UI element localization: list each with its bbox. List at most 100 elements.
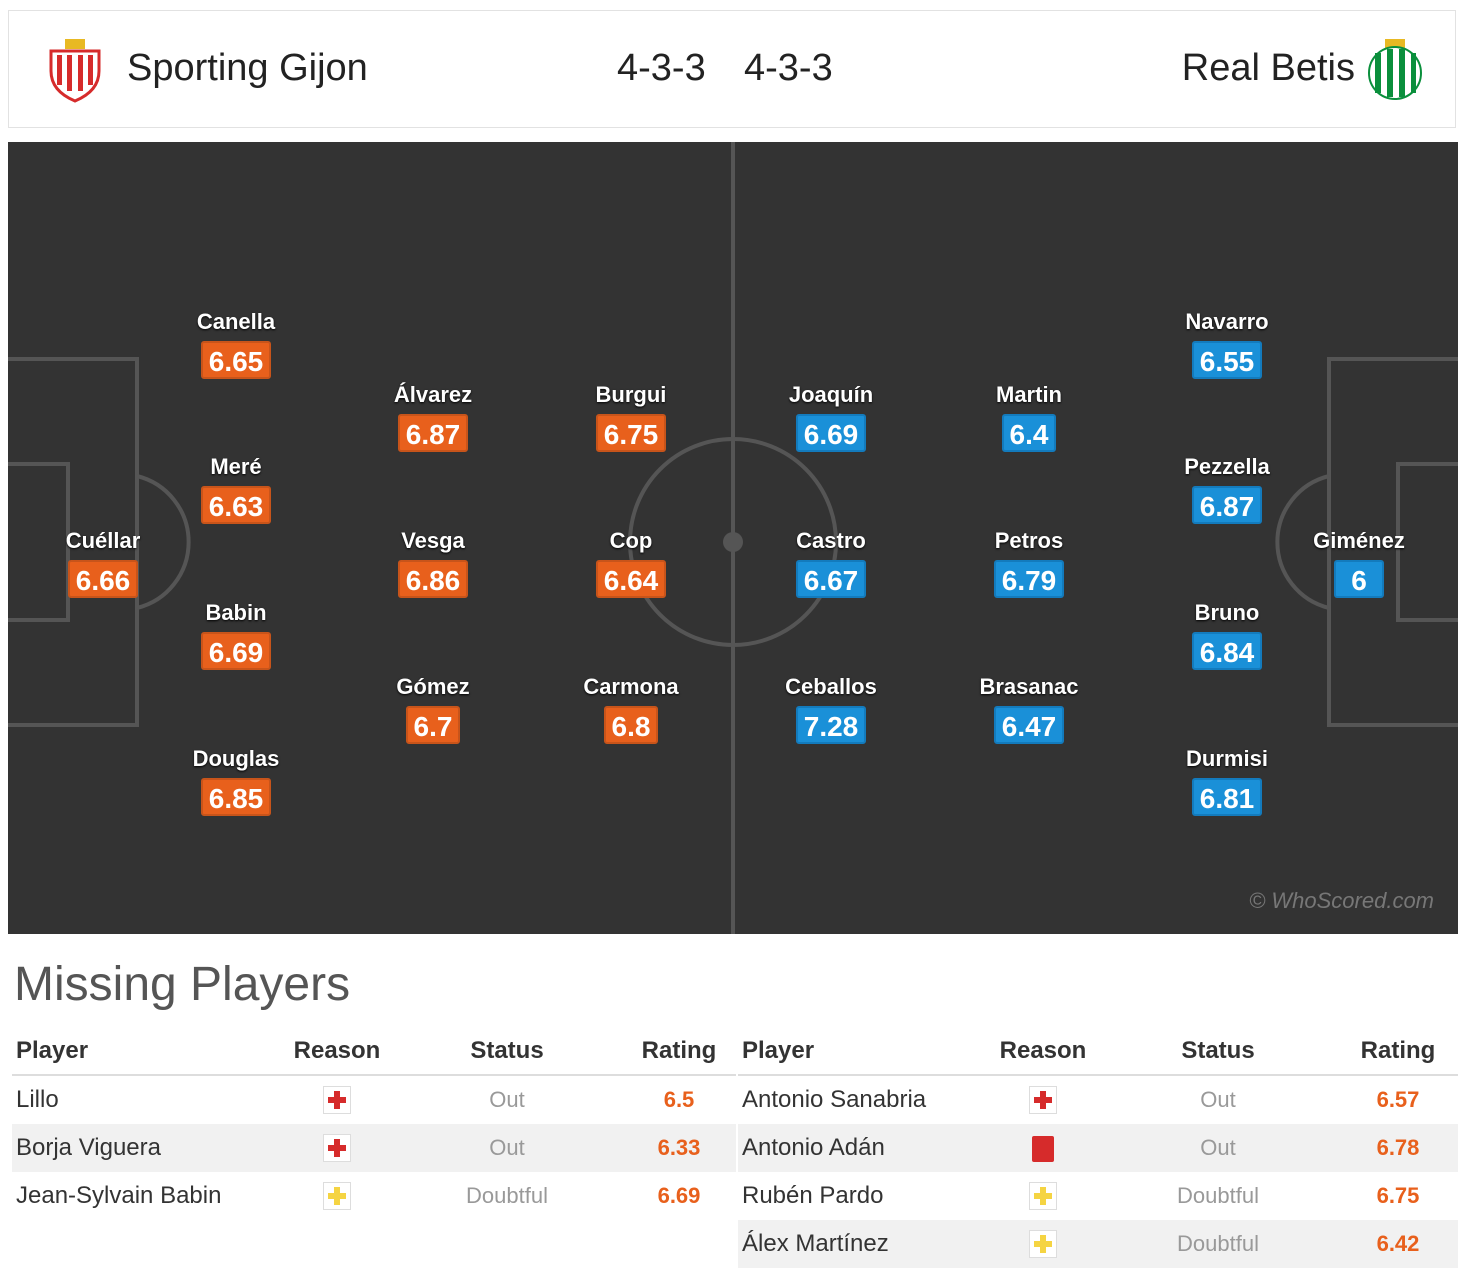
player-name: Babin	[205, 600, 267, 625]
home-team-name[interactable]: Sporting Gijon	[127, 47, 368, 89]
player-name: Carmona	[583, 674, 679, 699]
table-row: Rubén Pardo Doubtful 6.75	[738, 1172, 1458, 1220]
player-rating: 6.69	[200, 632, 272, 670]
player-name: Joaquín	[788, 382, 874, 407]
missing-player-name[interactable]: Antonio Adán	[738, 1124, 988, 1172]
player-rating: 6.65	[200, 341, 272, 379]
player-rating: 6.75	[595, 414, 667, 452]
player-rating: 6.64	[595, 560, 667, 598]
home-player[interactable]: Douglas 6.85	[161, 746, 311, 816]
player-rating: 6.79	[993, 560, 1065, 598]
player-rating: 6.63	[200, 486, 272, 524]
missing-status: Doubtful	[1177, 1183, 1259, 1208]
missing-rating: 6.69	[657, 1183, 701, 1208]
away-player[interactable]: Pezzella 6.87	[1152, 454, 1302, 524]
player-name: Douglas	[192, 746, 280, 771]
table-row: Antonio Sanabria Out 6.57	[738, 1075, 1458, 1124]
home-player[interactable]: Babin 6.69	[161, 600, 311, 670]
missing-player-name[interactable]: Antonio Sanabria	[742, 1086, 927, 1113]
missing-rating: 6.5	[663, 1087, 695, 1112]
injury-icon	[323, 1134, 351, 1163]
match-header: Sporting Gijon 4-3-3 4-3-3 Real Betis	[8, 10, 1456, 128]
watermark: © WhoScored.com	[1249, 888, 1434, 913]
home-player[interactable]: Gómez 6.7	[358, 674, 508, 744]
away-player[interactable]: Navarro 6.55	[1152, 309, 1302, 379]
player-rating: 6.69	[795, 414, 867, 452]
home-player[interactable]: Meré 6.63	[161, 454, 311, 524]
player-name: Cuéllar	[65, 528, 141, 553]
missing-rating: 6.42	[1376, 1231, 1420, 1256]
player-name: Martin	[996, 382, 1062, 407]
player-rating: 6.81	[1191, 778, 1263, 816]
away-missing-table: Player Reason Status Rating Antonio Sana…	[738, 1028, 1458, 1268]
away-player[interactable]: Martin 6.4	[954, 382, 1104, 452]
home-player[interactable]: Canella 6.65	[161, 309, 311, 379]
player-name: Durmisi	[1186, 746, 1268, 771]
player-name: Pezzella	[1184, 454, 1270, 479]
injury-icon	[323, 1086, 351, 1115]
away-player[interactable]: Joaquín 6.69	[756, 382, 906, 452]
away-player[interactable]: Castro 6.67	[756, 528, 906, 598]
pitch: Cuéllar 6.66 Canella 6.65 Meré 6.63 Babin 6.…	[8, 142, 1458, 934]
player-name: Canella	[196, 309, 276, 334]
real-betis-crest-icon	[1368, 39, 1422, 100]
player-column-header[interactable]: Player	[738, 1028, 988, 1076]
missing-rating: 6.57	[1376, 1087, 1420, 1112]
home-player[interactable]: Álvarez 6.87	[358, 382, 508, 452]
home-player[interactable]: Burgui 6.75	[556, 382, 706, 452]
missing-player-name[interactable]: Rubén Pardo	[742, 1182, 884, 1209]
player-rating: 6	[1334, 560, 1384, 598]
table-header: Player Reason Status Rating	[738, 1028, 1458, 1076]
player-rating: 6.55	[1191, 341, 1263, 379]
away-player[interactable]: Durmisi 6.81	[1152, 746, 1302, 816]
table-row: Jean-Sylvain Babin Doubtful 6.69	[12, 1172, 736, 1220]
rating-column-header[interactable]: Rating	[622, 1028, 736, 1076]
missing-player-name[interactable]: Álex Martínez	[738, 1220, 988, 1268]
missing-status: Out	[1200, 1087, 1236, 1112]
away-player[interactable]: Bruno 6.84	[1152, 600, 1302, 670]
player-name: Cop	[609, 528, 653, 553]
away-team-name[interactable]: Real Betis	[1181, 47, 1355, 89]
player-name: Gómez	[396, 674, 470, 699]
table-row: Antonio Adán Out 6.78	[738, 1124, 1458, 1172]
table-row: Álex Martínez Doubtful 6.42	[738, 1220, 1458, 1268]
away-formation: 4-3-3	[744, 47, 833, 89]
doubtful-icon	[1029, 1182, 1057, 1211]
missing-player-name[interactable]: Borja Viguera	[12, 1124, 282, 1172]
rating-column-header[interactable]: Rating	[1338, 1028, 1458, 1076]
player-rating: 6.4	[1001, 414, 1057, 452]
missing-status: Out	[489, 1135, 525, 1160]
player-rating: 6.84	[1191, 632, 1263, 670]
player-rating: 7.28	[795, 706, 867, 744]
home-missing-table: Player Reason Status Rating Lillo Out 6.…	[12, 1028, 736, 1220]
missing-player-name[interactable]: Lillo	[16, 1086, 59, 1113]
away-player[interactable]: Giménez 6	[1284, 528, 1434, 598]
home-player[interactable]: Cuéllar 6.66	[28, 528, 178, 598]
away-player[interactable]: Brasanac 6.47	[954, 674, 1104, 744]
missing-status: Doubtful	[1177, 1231, 1259, 1256]
away-player[interactable]: Ceballos 7.28	[756, 674, 906, 744]
status-column-header[interactable]: Status	[1098, 1028, 1338, 1076]
player-rating: 6.87	[397, 414, 469, 452]
missing-rating: 6.78	[1376, 1135, 1420, 1160]
home-formation: 4-3-3	[617, 47, 706, 89]
reason-column-header[interactable]: Reason	[282, 1028, 392, 1076]
reason-column-header[interactable]: Reason	[988, 1028, 1098, 1076]
player-name: Álvarez	[393, 382, 473, 407]
missing-status: Out	[1200, 1135, 1236, 1160]
injury-icon	[1029, 1086, 1057, 1115]
sporting-gijon-crest-icon	[49, 39, 101, 103]
player-column-header[interactable]: Player	[12, 1028, 282, 1076]
player-name: Vesga	[401, 528, 465, 553]
away-player[interactable]: Petros 6.79	[954, 528, 1104, 598]
doubtful-icon	[1029, 1230, 1057, 1259]
home-player[interactable]: Cop 6.64	[556, 528, 706, 598]
missing-player-name[interactable]: Jean-Sylvain Babin	[16, 1182, 222, 1209]
home-player[interactable]: Carmona 6.8	[556, 674, 706, 744]
table-row: Lillo Out 6.5	[12, 1075, 736, 1124]
player-rating: 6.85	[200, 778, 272, 816]
pitch-lines	[8, 142, 1458, 934]
home-player[interactable]: Vesga 6.86	[358, 528, 508, 598]
status-column-header[interactable]: Status	[392, 1028, 622, 1076]
missing-rating: 6.75	[1376, 1183, 1420, 1208]
